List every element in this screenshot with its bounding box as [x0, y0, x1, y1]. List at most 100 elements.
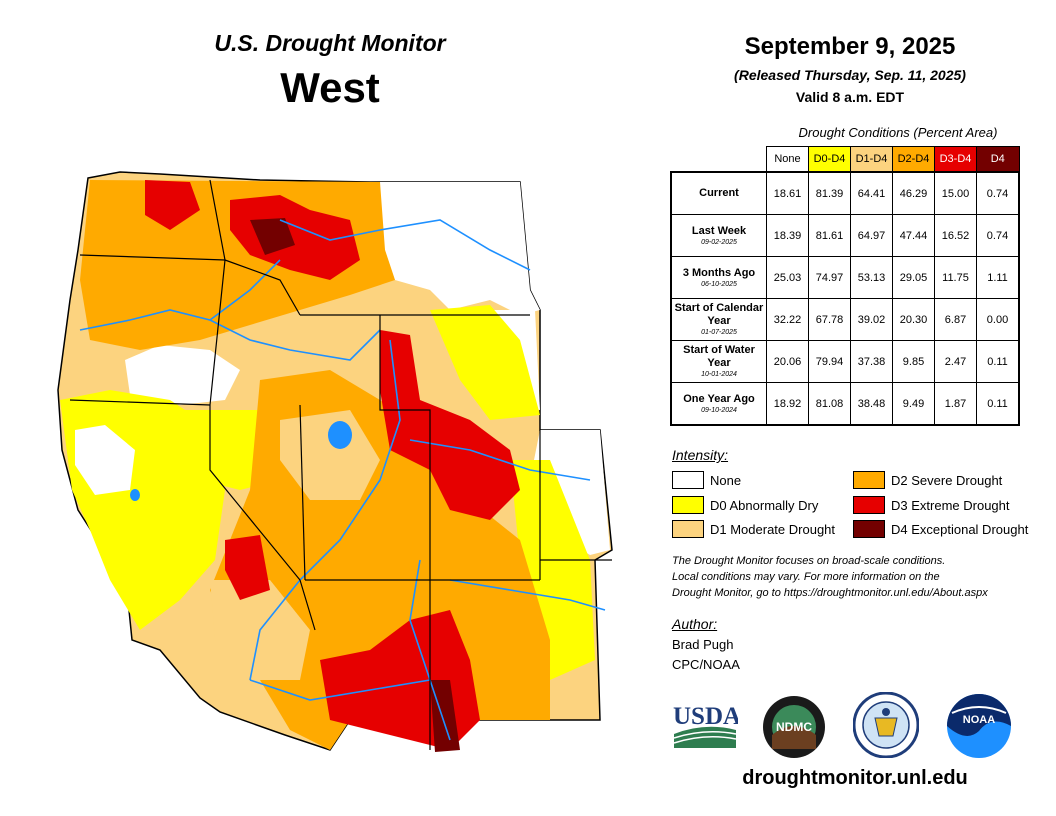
- cell: 32.22: [766, 298, 809, 341]
- drought-center-seal: [853, 692, 919, 758]
- col-none: None: [766, 146, 809, 173]
- great-salt-lake: [328, 421, 352, 449]
- legend-label: D4 Exceptional Drought: [891, 521, 1029, 537]
- col-d3-d4: D3-D4: [934, 146, 977, 173]
- cell: 15.00: [934, 171, 977, 215]
- cell: 0.74: [976, 214, 1020, 257]
- legend-label: D0 Abnormally Dry: [710, 497, 819, 513]
- cell: 16.52: [934, 214, 977, 257]
- legend-d1: D1 Moderate Drought: [672, 519, 835, 539]
- border-id-mt: [224, 259, 301, 316]
- note-line: The Drought Monitor focuses on broad-sca…: [672, 555, 946, 567]
- table-row: One Year Ago 09-10-2024 18.92 81.08 38.48…: [670, 382, 1020, 426]
- legend-d4: D4 Exceptional Drought: [853, 519, 1028, 539]
- table-row: 3 Months Ago 06-10-2025 25.03 74.97 53.13…: [670, 256, 1020, 299]
- lake-tahoe: [130, 489, 140, 501]
- river-snake: [209, 319, 381, 361]
- table-row: Current 18.61 81.39 64.41 46.29 15.00 0.…: [670, 171, 1020, 215]
- release-date: (Released Thursday, Sep. 11, 2025): [734, 67, 966, 83]
- legend-d0: D0 Abnormally Dry: [672, 495, 818, 515]
- legend-swatch: [672, 520, 704, 538]
- cell: 9.49: [892, 382, 935, 426]
- row-label: 3 Months Ago 06-10-2025: [670, 256, 767, 299]
- author-name: Brad Pugh: [672, 637, 734, 652]
- intensity-title: Intensity:: [672, 447, 729, 463]
- note-line: Local conditions may vary. For more info…: [672, 571, 940, 583]
- drought-map: [57, 171, 613, 752]
- drought-stats-table: None D0-D4 D1-D4 D2-D4 D3-D4 D4 Current …: [670, 146, 1020, 426]
- d0-area-nevada: [160, 410, 280, 490]
- cell: 0.11: [976, 382, 1020, 426]
- cell: 20.30: [892, 298, 935, 341]
- table-header-row: None D0-D4 D1-D4 D2-D4 D3-D4 D4: [671, 146, 1020, 173]
- d3-area-montana: [230, 195, 360, 280]
- cell: 46.29: [892, 171, 935, 215]
- table-row: Start of Calendar Year 01-07-2025 32.22 6…: [670, 298, 1020, 341]
- cell: 29.05: [892, 256, 935, 299]
- row-label: Start of Calendar Year 01-07-2025: [670, 298, 767, 341]
- ndmc-logo-text: NDMC: [776, 720, 812, 734]
- cell: 18.92: [766, 382, 809, 426]
- noaa-logo-text: NOAA: [963, 714, 995, 726]
- legend-none: None: [672, 470, 741, 490]
- river-arkansas: [449, 579, 606, 611]
- cell: 0.74: [976, 171, 1020, 215]
- row-label: Current: [670, 171, 767, 215]
- border-ut-co: [379, 315, 431, 580]
- note-line: Drought Monitor, go to https://droughtmo…: [672, 587, 988, 599]
- cell: 81.61: [808, 214, 851, 257]
- d0-area-wyoming-east: [430, 305, 540, 420]
- col-d0-d4: D0-D4: [808, 146, 851, 173]
- table-row: Start of Water Year 10-01-2024 20.06 79.9…: [670, 340, 1020, 383]
- none-area-north-plains: [370, 182, 540, 315]
- d4-area-new-mexico: [430, 680, 460, 752]
- cell: 20.06: [766, 340, 809, 383]
- cell: 37.38: [850, 340, 893, 383]
- legend-d2: D2 Severe Drought: [853, 470, 1002, 490]
- valid-time: Valid 8 a.m. EDT: [795, 89, 905, 105]
- usda-logo-text: USDA: [673, 703, 738, 730]
- d1-area-nevada-central: [280, 410, 380, 500]
- map-date: September 9, 2025: [744, 33, 956, 60]
- legend-d3: D3 Extreme Drought: [853, 495, 1010, 515]
- row-label: Last Week 09-02-2025: [670, 214, 767, 257]
- legend-label: D1 Moderate Drought: [710, 521, 836, 537]
- cell: 64.97: [850, 214, 893, 257]
- river-platte: [409, 439, 591, 481]
- river-network: [79, 219, 606, 741]
- none-area-california-core: [75, 425, 135, 495]
- row-label: One Year Ago 09-10-2024: [670, 382, 767, 426]
- table-row: Last Week 09-02-2025 18.39 81.61 64.97 47…: [670, 214, 1020, 257]
- cell: 0.11: [976, 340, 1020, 383]
- header-blank: [671, 146, 767, 172]
- row-label: Start of Water Year 10-01-2024: [670, 340, 767, 383]
- cell: 18.39: [766, 214, 809, 257]
- cell: 64.41: [850, 171, 893, 215]
- river-missouri: [279, 219, 531, 271]
- cell: 39.02: [850, 298, 893, 341]
- border-or-ca: [69, 399, 211, 406]
- cell: 18.61: [766, 171, 809, 215]
- river-colorado: [249, 339, 401, 681]
- cell: 11.75: [934, 256, 977, 299]
- website-url[interactable]: droughtmonitor.unl.edu: [742, 767, 968, 789]
- legend-label: D2 Severe Drought: [891, 472, 1003, 488]
- cell: 38.48: [850, 382, 893, 426]
- legend-label: None: [710, 472, 742, 488]
- cell: 74.97: [808, 256, 851, 299]
- ndmc-logo: NDMC: [763, 696, 825, 758]
- product-title: U.S. Drought Monitor: [214, 30, 446, 56]
- cell: 1.11: [976, 256, 1020, 299]
- col-d2-d4: D2-D4: [892, 146, 935, 173]
- col-d1-d4: D1-D4: [850, 146, 893, 173]
- cell: 67.78: [808, 298, 851, 341]
- legend-label: D3 Extreme Drought: [891, 497, 1010, 513]
- cell: 53.13: [850, 256, 893, 299]
- cell: 47.44: [892, 214, 935, 257]
- col-d4: D4: [976, 146, 1020, 173]
- cell: 9.85: [892, 340, 935, 383]
- cell: 81.39: [808, 171, 851, 215]
- author-title: Author:: [672, 616, 718, 632]
- cell: 0.00: [976, 298, 1020, 341]
- cell: 2.47: [934, 340, 977, 383]
